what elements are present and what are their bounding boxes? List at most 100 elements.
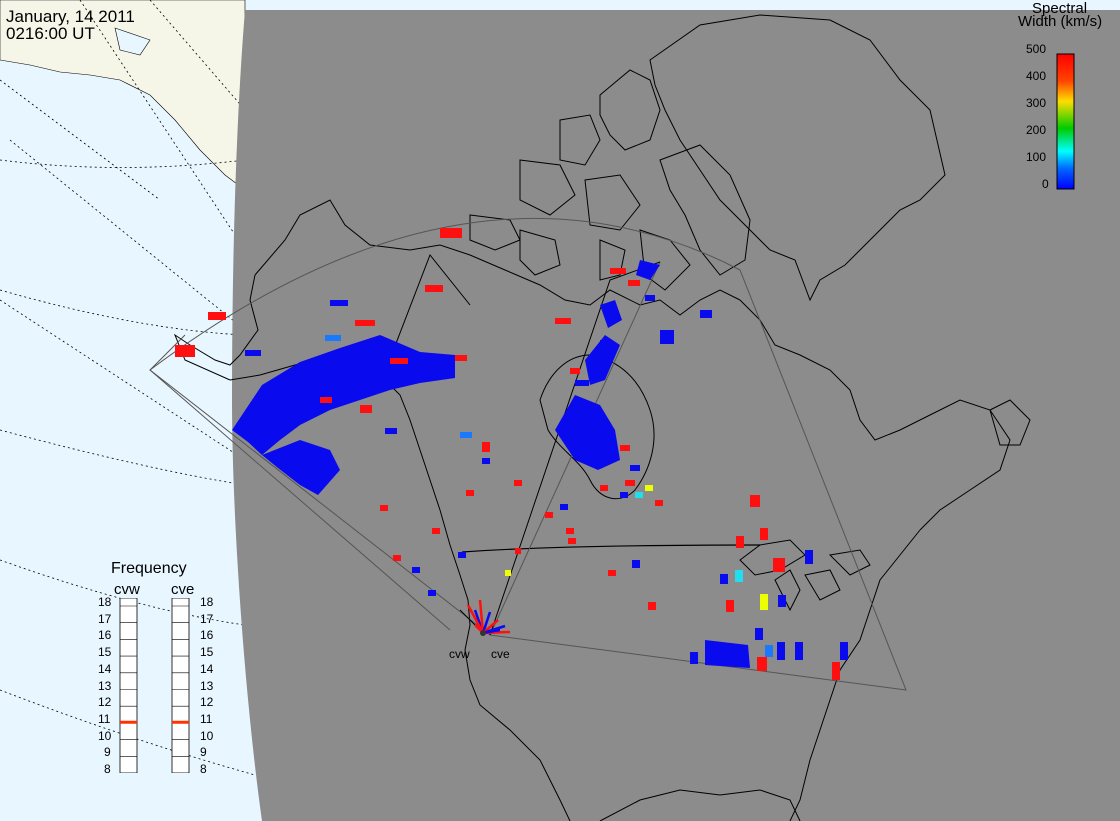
frequency-title: Frequency <box>111 560 187 577</box>
radar-data-cell <box>620 492 628 498</box>
radar-data-cell <box>545 512 553 518</box>
radar-data-cell <box>778 595 786 607</box>
radar-data-cell <box>482 619 499 634</box>
radar-data-cell <box>460 432 472 438</box>
frequency-bar <box>171 598 190 773</box>
frequency-bar <box>119 598 138 773</box>
radar-data-cell <box>735 570 743 582</box>
radar-data-cell <box>385 428 397 434</box>
date-label: January, 14 2011 <box>6 7 135 26</box>
frequency-tick-label: 13 <box>98 678 112 693</box>
colorbar-tick-label: 500 <box>1026 42 1047 56</box>
radar-data-cell <box>610 268 626 274</box>
radar-data-cell <box>262 440 340 495</box>
radar-data-cell <box>628 280 640 286</box>
radar-data-cell <box>482 442 490 452</box>
colorbar-tick-label: 100 <box>1026 150 1047 164</box>
frequency-tick-label: 16 <box>200 628 214 643</box>
radar-data-cell <box>440 228 462 238</box>
radar-data-cell <box>765 645 773 657</box>
radar-data-cell <box>393 555 401 561</box>
frequency-radar-cvw: cvw <box>114 581 140 598</box>
radar-data-cell <box>566 528 574 534</box>
radar-data-cell <box>428 590 436 596</box>
radar-data-cell <box>320 397 332 403</box>
frequency-tick-label: 11 <box>200 711 213 726</box>
frequency-tick-label: 12 <box>200 695 214 710</box>
radar-data-cell <box>736 536 744 548</box>
radar-data-cell <box>720 574 728 584</box>
radar-site-marker <box>480 630 486 636</box>
radar-data-cell <box>458 552 466 558</box>
radar-data-cell <box>481 611 492 634</box>
radar-data-cell <box>175 345 195 357</box>
frequency-radar-cve: cve <box>171 581 195 598</box>
radar-data-cell <box>412 567 420 573</box>
time-label: 0216:00 UT <box>6 24 95 43</box>
frequency-tick-label: 16 <box>98 628 112 643</box>
radar-data-cell <box>380 505 388 511</box>
radar-data-cell <box>466 490 474 496</box>
frequency-tick-label: 12 <box>98 695 112 710</box>
radar-data-cell <box>208 312 226 320</box>
radar-data-cell <box>632 560 640 568</box>
radar-data-cell <box>425 285 443 292</box>
frequency-tick-label: 15 <box>98 645 112 660</box>
frequency-tick-label: 10 <box>200 728 214 743</box>
radar-data-cell <box>726 600 734 612</box>
nightside-region <box>232 10 1120 821</box>
radar-data-cell <box>625 480 635 486</box>
radar-data-cell <box>505 570 511 576</box>
radar-data-cell <box>636 260 660 280</box>
radar-data-cell <box>757 657 767 671</box>
radar-data-cell <box>570 368 580 374</box>
radar-data-cell <box>555 318 571 324</box>
radar-data-cell <box>805 550 813 564</box>
colorbar <box>1056 53 1075 190</box>
radar-data-cell <box>660 330 674 344</box>
radar-data-cell <box>645 295 655 301</box>
colorbar-tick-label: 200 <box>1026 123 1047 137</box>
colorbar-title-line1: Spectral <box>1032 0 1088 17</box>
radar-data-cell <box>600 340 612 350</box>
colorbar-tick-label: 0 <box>1042 177 1049 191</box>
radar-data-cell <box>755 628 763 640</box>
radar-data-cell <box>840 642 848 660</box>
radar-data-cell <box>455 355 467 361</box>
frequency-tick-label: 8 <box>200 762 207 776</box>
radar-data-cell <box>355 320 375 326</box>
radar-data-cell <box>245 350 261 356</box>
radar-data-cell <box>432 528 440 534</box>
radar-data-cell <box>608 570 616 576</box>
radar-data-cell <box>478 599 485 634</box>
radar-data-cell <box>655 500 663 506</box>
radar-data-cell <box>777 642 785 660</box>
frequency-tick-label: 18 <box>98 595 112 609</box>
frequency-tick-label: 11 <box>98 711 111 726</box>
frequency-tick-label: 9 <box>104 745 111 760</box>
radar-data-cell <box>773 558 785 572</box>
frequency-tick-label: 8 <box>104 762 111 776</box>
radar-data-cell <box>832 662 840 680</box>
border-line <box>461 544 761 553</box>
frequency-bars <box>119 598 190 773</box>
radar-data-cell <box>760 594 768 610</box>
frequency-tick-label: 10 <box>98 728 112 743</box>
radar-label-cvw: cvw <box>449 647 470 661</box>
radar-data-cell <box>466 604 485 634</box>
radar-data-cell <box>555 395 620 470</box>
frequency-tick-label: 17 <box>98 611 112 626</box>
radar-data-cell <box>330 300 348 306</box>
radar-data-cell <box>325 335 341 341</box>
radar-data-cell <box>635 492 643 498</box>
frequency-tick-label: 17 <box>200 611 214 626</box>
radar-data-cell <box>750 495 760 507</box>
radar-data-cell <box>515 548 521 554</box>
frequency-tick-label: 14 <box>200 661 214 676</box>
radar-data-cell <box>690 652 698 664</box>
radar-data-cells <box>175 228 848 680</box>
frequency-tick-label: 18 <box>200 595 214 609</box>
radar-data-cell <box>560 504 568 510</box>
radar-data-cell <box>760 528 768 540</box>
